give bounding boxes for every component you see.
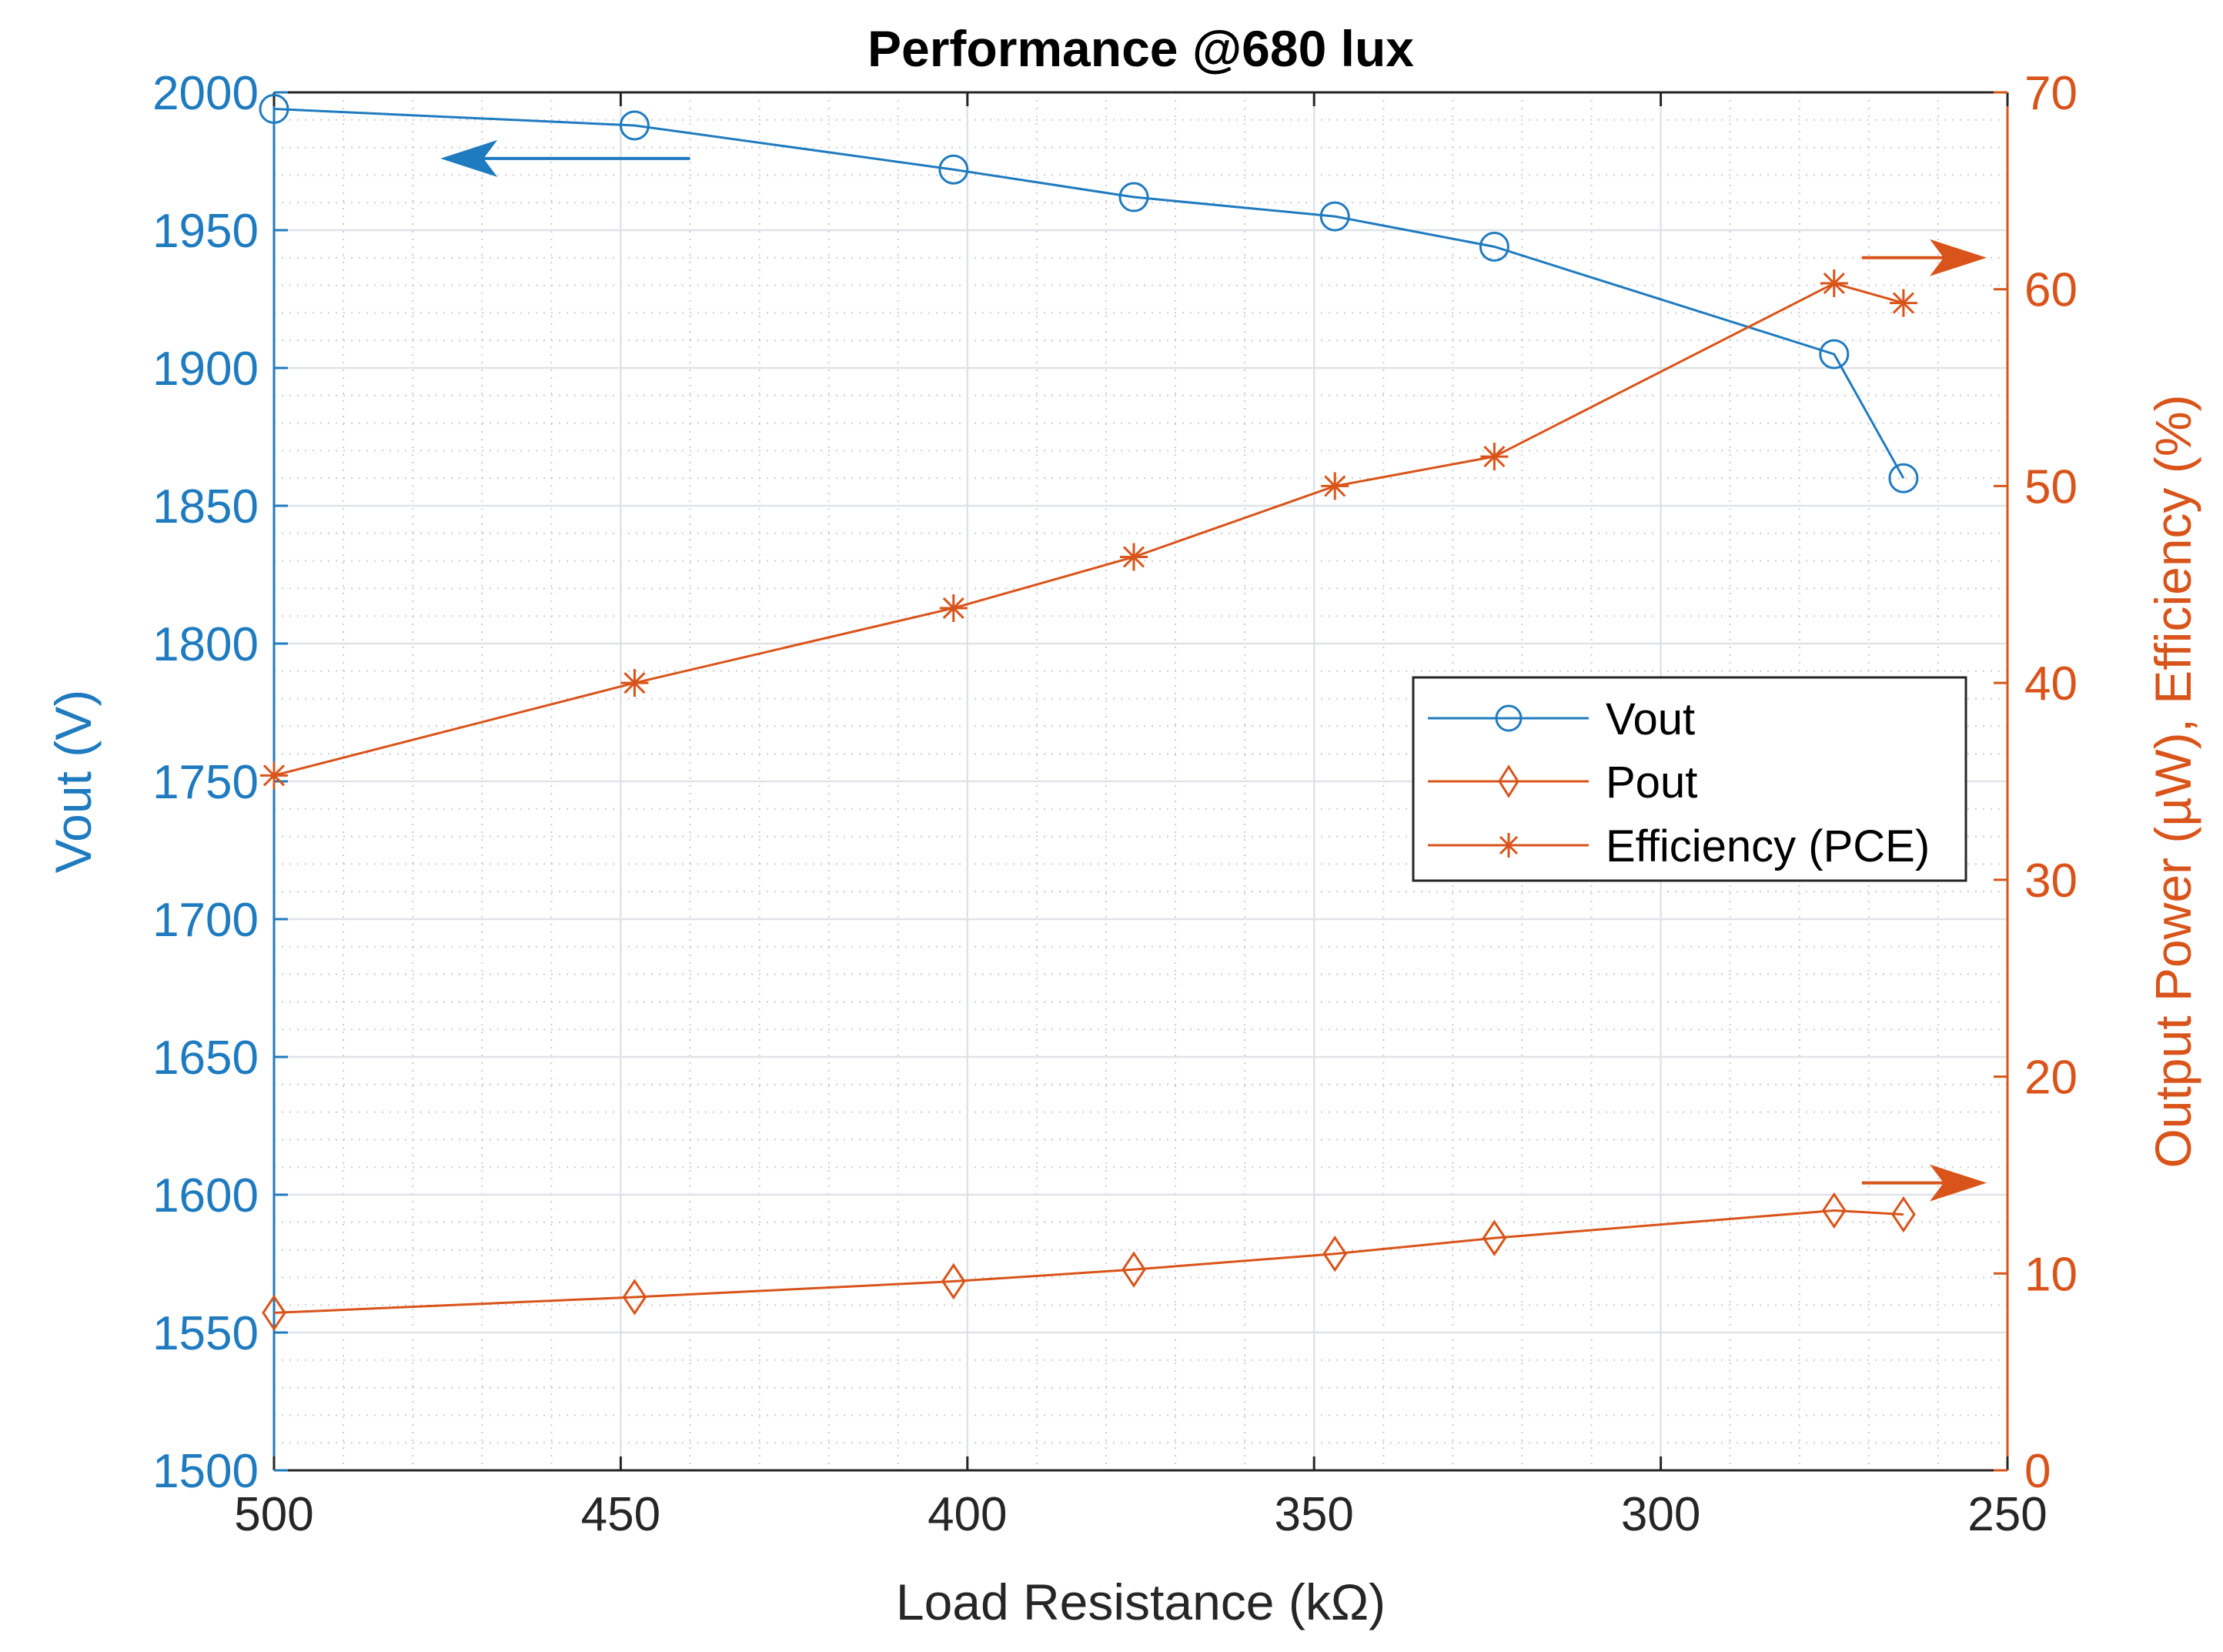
x-tick-label: 250 [1967,1488,2047,1541]
y-right-tick-label: 50 [2024,460,2078,513]
legend-item-efficiency: Efficiency (PCE) [1428,821,1930,871]
y-left-tick-label: 1800 [152,618,259,671]
pout-point [1482,1219,1507,1256]
vout-point [1888,463,1919,493]
y-left-axis-label: Vout (V) [45,690,102,873]
arrow-to-right-axis-power-head [1929,1164,1987,1202]
efficiency-point [620,669,649,697]
legend-item-vout: Vout [1428,694,1695,744]
vout-line [273,107,1905,479]
pout-point [1891,1196,1916,1233]
x-tick-label: 300 [1621,1488,1700,1541]
y-right-tick-label: 30 [2024,854,2078,908]
y-right-tick-label: 40 [2024,657,2078,711]
minor-grid [274,92,2007,1470]
y-right-tick-label: 0 [2024,1445,2051,1498]
efficiency-point [1480,443,1509,471]
series-pout [262,1192,1916,1332]
efficiency-point [260,761,288,790]
legend-box [1412,676,1967,882]
legend-marker-pout [1498,764,1519,798]
efficiency-point [939,594,968,622]
vout-point [1118,182,1149,212]
legend-marker-efficiency [1496,833,1521,858]
arrow-to-left-axis-head [440,139,498,177]
legend-marker-vout [1495,704,1523,732]
y-right-tick-label: 70 [2024,67,2078,120]
pout-point [1122,1251,1146,1288]
vout-point [1819,339,1850,370]
y-left-tick-label: 1600 [152,1169,259,1222]
legend-label-vout: Vout [1606,694,1695,744]
vout-point [1319,201,1350,232]
y-left-tick-label: 1550 [152,1307,259,1360]
y-right-tick-label: 20 [2024,1052,2078,1105]
legend-item-pout: Pout [1428,757,1697,808]
efficiency-point [1889,289,1917,317]
y-right-axis-label: Output Power (µW), Efficiency (%) [2144,394,2201,1168]
y-right-tick-label: 10 [2024,1248,2078,1301]
pout-line [273,1209,1904,1314]
efficiency-point [1119,543,1148,571]
y-left-tick-label: 1700 [152,894,259,947]
efficiency-line [273,282,1904,777]
y-left-tick-label: 1900 [152,343,259,396]
vout-point [259,93,289,124]
axis-annotation-arrows [440,139,1987,1202]
y-left-tick-label: 1950 [152,205,259,258]
vout-point [1479,231,1509,262]
x-tick-label: 350 [1274,1488,1353,1541]
efficiency-point [1820,269,1848,298]
y-left-tick-label: 1850 [152,480,259,533]
y-left-tick-label: 1750 [152,756,259,809]
x-tick-label: 500 [234,1488,313,1541]
vout-point [938,154,969,185]
legend: Vout Pout Efficiency (PCE) [1412,676,1967,882]
y-left-tick-label: 1500 [152,1445,259,1498]
vout-point [619,110,650,141]
x-tick-labels: 500 450 400 350 300 250 [234,1488,2047,1541]
pout-point [1821,1192,1847,1229]
efficiency-point [1321,472,1349,500]
series-vout [259,93,1919,493]
legend-label-efficiency: Efficiency (PCE) [1606,821,1930,871]
arrow-to-right-axis-efficiency-head [1929,239,1987,276]
y-left-tick-labels: 1500 1550 1600 1650 1700 1750 1800 1850 1900 1950… [152,67,259,1498]
x-tick-label: 400 [928,1488,1007,1541]
y-right-tick-label: 60 [2024,264,2078,317]
pout-point [1322,1236,1348,1272]
pout-point [622,1279,647,1316]
x-axis-label: Load Resistance (kΩ) [896,1573,1386,1630]
series-efficiency [260,269,1917,790]
x-tick-label: 450 [581,1488,660,1541]
pout-point [941,1262,966,1300]
pout-point [262,1294,286,1332]
chart-title: Performance @680 lux [867,20,1414,77]
y-right-tick-labels: 0 10 20 30 40 50 60 70 [2024,67,2078,1498]
y-left-tick-label: 2000 [152,67,259,120]
y-left-tick-label: 1650 [152,1032,259,1085]
legend-label-pout: Pout [1606,757,1697,808]
